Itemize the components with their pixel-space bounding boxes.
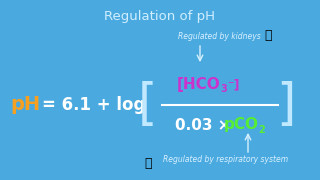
Text: Regulated by kidneys: Regulated by kidneys — [178, 32, 261, 41]
Text: = 6.1 + log: = 6.1 + log — [42, 96, 145, 114]
Text: pCO: pCO — [224, 118, 259, 132]
Text: 🫘: 🫘 — [264, 29, 272, 42]
Text: [HCO: [HCO — [176, 78, 220, 93]
Text: Regulated by respiratory system: Regulated by respiratory system — [163, 155, 288, 164]
Text: ⁻]: ⁻] — [227, 78, 239, 91]
Text: 0.03 ×: 0.03 × — [175, 118, 236, 132]
Text: ]: ] — [276, 81, 296, 129]
Text: 🫁: 🫁 — [144, 157, 152, 170]
Text: 2: 2 — [258, 125, 265, 135]
Text: pH: pH — [10, 96, 40, 114]
Text: Regulation of pH: Regulation of pH — [105, 10, 215, 23]
Text: [: [ — [138, 81, 158, 129]
Text: 3: 3 — [220, 84, 227, 94]
